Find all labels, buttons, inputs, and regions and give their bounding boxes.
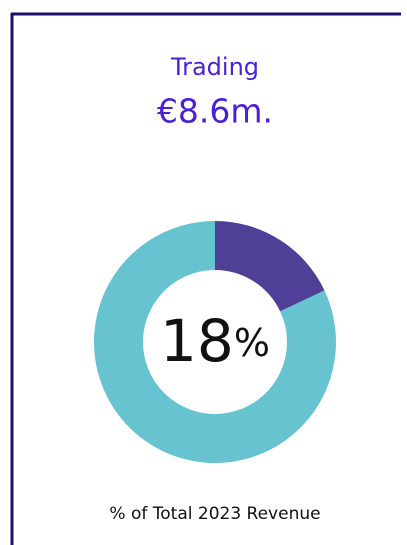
donut-slice bbox=[93, 221, 336, 463]
center-value: 18 bbox=[160, 307, 234, 375]
caption: % of Total 2023 Revenue bbox=[109, 504, 320, 524]
center-unit: % bbox=[234, 321, 270, 365]
card-amount: €8.6m. bbox=[157, 92, 273, 131]
donut-slice bbox=[215, 221, 325, 312]
card-title: Trading bbox=[170, 53, 259, 81]
donut bbox=[93, 221, 336, 463]
center-label: 18% bbox=[160, 307, 270, 375]
